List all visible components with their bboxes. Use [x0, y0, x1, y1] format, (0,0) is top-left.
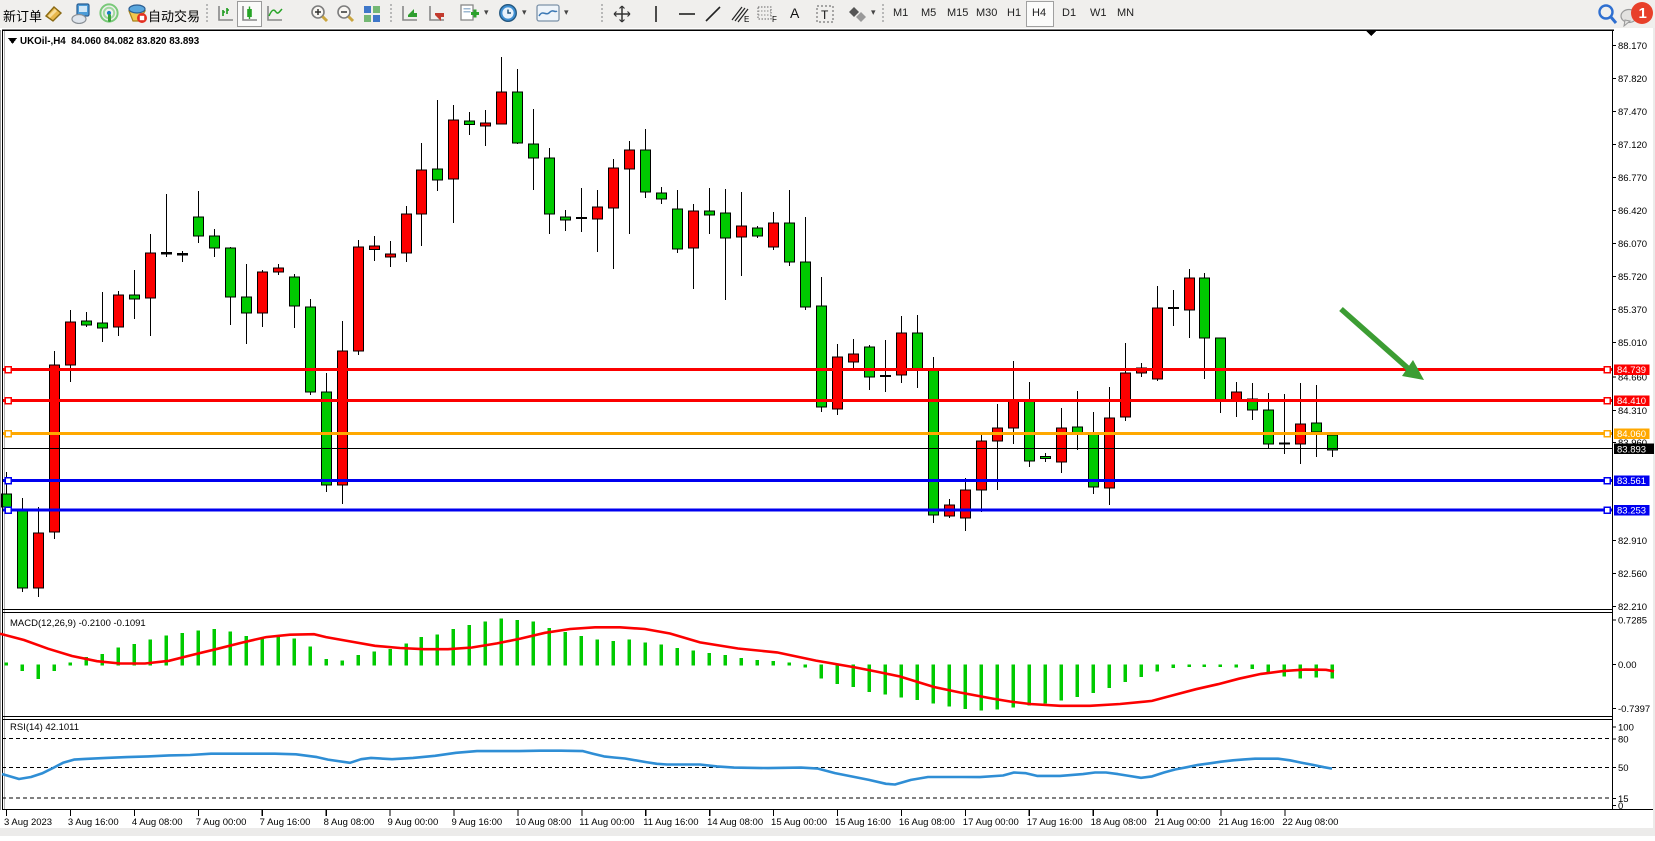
svg-text:11 Aug 00:00: 11 Aug 00:00	[579, 817, 634, 828]
svg-text:84.310: 84.310	[1618, 406, 1647, 417]
svg-text:83.253: 83.253	[1617, 506, 1646, 517]
svg-text:F: F	[772, 15, 777, 24]
svg-text:9 Aug 00:00: 9 Aug 00:00	[388, 817, 439, 828]
svg-text:3 Aug 16:00: 3 Aug 16:00	[68, 817, 119, 828]
svg-text:9 Aug 16:00: 9 Aug 16:00	[451, 817, 502, 828]
svg-text:100: 100	[1618, 723, 1634, 734]
svg-text:85.720: 85.720	[1618, 272, 1647, 283]
svg-text:15 Aug 16:00: 15 Aug 16:00	[835, 817, 891, 828]
svg-text:15 Aug 00:00: 15 Aug 00:00	[771, 817, 827, 828]
svg-text:E: E	[744, 15, 749, 24]
svg-text:MACD(12,26,9) -0.2100 -0.1091: MACD(12,26,9) -0.2100 -0.1091	[10, 618, 146, 629]
svg-text:50: 50	[1618, 763, 1629, 774]
svg-text:88.170: 88.170	[1618, 41, 1647, 52]
svg-text:82.910: 82.910	[1618, 536, 1647, 547]
svg-text:80: 80	[1618, 735, 1629, 746]
svg-text:22 Aug 08:00: 22 Aug 08:00	[1282, 817, 1338, 828]
svg-text:10 Aug 08:00: 10 Aug 08:00	[515, 817, 571, 828]
svg-text:83.893: 83.893	[1617, 444, 1646, 455]
svg-text:16 Aug 08:00: 16 Aug 08:00	[899, 817, 955, 828]
svg-text:T: T	[821, 8, 829, 22]
svg-text:87.820: 87.820	[1618, 74, 1647, 85]
svg-text:18 Aug 08:00: 18 Aug 08:00	[1091, 817, 1147, 828]
svg-text:0.7285: 0.7285	[1618, 616, 1647, 627]
svg-text:82.560: 82.560	[1618, 569, 1647, 580]
svg-text:14 Aug 08:00: 14 Aug 08:00	[707, 817, 763, 828]
svg-text:87.120: 87.120	[1618, 140, 1647, 151]
svg-text:84.660: 84.660	[1618, 373, 1647, 384]
svg-text:3 Aug 2023: 3 Aug 2023	[4, 817, 52, 828]
svg-text:84.410: 84.410	[1617, 396, 1646, 407]
svg-text:17 Aug 16:00: 17 Aug 16:00	[1027, 817, 1083, 828]
svg-text:21 Aug 16:00: 21 Aug 16:00	[1218, 817, 1274, 828]
svg-text:0: 0	[1618, 801, 1623, 812]
svg-text:0.00: 0.00	[1618, 660, 1637, 671]
svg-text:83.561: 83.561	[1617, 476, 1646, 487]
svg-text:86.070: 86.070	[1618, 239, 1647, 250]
svg-text:87.470: 87.470	[1618, 107, 1647, 118]
svg-text:11 Aug 16:00: 11 Aug 16:00	[643, 817, 698, 828]
svg-text:83.960: 83.960	[1618, 438, 1647, 449]
svg-text:15: 15	[1618, 794, 1629, 805]
svg-text:85.370: 85.370	[1618, 305, 1647, 316]
svg-text:85.010: 85.010	[1618, 338, 1647, 349]
svg-text:1: 1	[1639, 5, 1647, 22]
svg-text:84.739: 84.739	[1617, 365, 1646, 376]
svg-text:8 Aug 08:00: 8 Aug 08:00	[324, 817, 375, 828]
svg-text:-0.7397: -0.7397	[1618, 704, 1650, 715]
svg-text:21 Aug 00:00: 21 Aug 00:00	[1155, 817, 1211, 828]
svg-text:86.420: 86.420	[1618, 206, 1647, 217]
svg-text:86.770: 86.770	[1618, 173, 1647, 184]
svg-text:7 Aug 00:00: 7 Aug 00:00	[196, 817, 247, 828]
svg-text:UKOil-,H4 84.060 84.082 83.82: UKOil-,H4 84.060 84.082 83.820 83.893	[20, 36, 200, 47]
svg-text:RSI(14) 42.1011: RSI(14) 42.1011	[10, 722, 79, 733]
svg-text:17 Aug 00:00: 17 Aug 00:00	[963, 817, 1019, 828]
svg-text:82.210: 82.210	[1618, 602, 1647, 613]
svg-text:84.060: 84.060	[1617, 429, 1646, 440]
svg-text:4 Aug 08:00: 4 Aug 08:00	[132, 817, 183, 828]
svg-text:7 Aug 16:00: 7 Aug 16:00	[260, 817, 311, 828]
